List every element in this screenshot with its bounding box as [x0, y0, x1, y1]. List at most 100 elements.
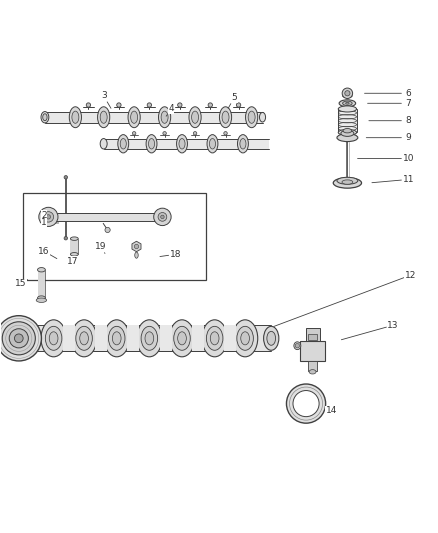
Circle shape: [64, 237, 67, 240]
Circle shape: [9, 329, 28, 348]
Ellipse shape: [161, 111, 168, 123]
Ellipse shape: [177, 135, 187, 153]
Ellipse shape: [222, 111, 229, 123]
Ellipse shape: [113, 332, 121, 345]
Circle shape: [0, 316, 42, 361]
Ellipse shape: [333, 177, 361, 188]
Bar: [127, 325, 139, 351]
Text: 15: 15: [15, 279, 26, 288]
Ellipse shape: [259, 112, 265, 122]
Ellipse shape: [219, 107, 232, 128]
Bar: [50, 213, 160, 221]
Ellipse shape: [49, 332, 58, 345]
Ellipse shape: [38, 268, 46, 272]
Ellipse shape: [174, 326, 190, 350]
Text: 18: 18: [170, 250, 181, 259]
Ellipse shape: [179, 139, 185, 149]
Bar: [338, 109, 357, 133]
Polygon shape: [132, 241, 141, 252]
Ellipse shape: [202, 320, 227, 357]
Ellipse shape: [137, 320, 162, 357]
Ellipse shape: [343, 101, 352, 106]
Text: 10: 10: [403, 154, 414, 163]
Ellipse shape: [86, 103, 91, 107]
Text: 1: 1: [41, 219, 47, 228]
Bar: [192, 325, 204, 351]
Ellipse shape: [207, 135, 218, 153]
Ellipse shape: [339, 100, 356, 107]
Text: 3: 3: [101, 91, 106, 100]
Ellipse shape: [43, 114, 47, 120]
Bar: [63, 325, 75, 351]
Ellipse shape: [210, 332, 219, 345]
Circle shape: [158, 213, 167, 221]
Circle shape: [295, 344, 300, 348]
Ellipse shape: [98, 107, 110, 128]
Text: 8: 8: [406, 116, 411, 125]
Text: 12: 12: [405, 271, 416, 280]
Circle shape: [2, 322, 35, 355]
Ellipse shape: [71, 237, 78, 240]
Circle shape: [46, 215, 50, 219]
Ellipse shape: [189, 107, 201, 128]
Circle shape: [64, 175, 67, 179]
Ellipse shape: [159, 107, 171, 128]
Ellipse shape: [346, 102, 349, 104]
Text: 11: 11: [403, 175, 414, 184]
Ellipse shape: [104, 320, 129, 357]
Bar: [308, 334, 317, 341]
Bar: [95, 325, 107, 351]
Ellipse shape: [100, 139, 107, 149]
Bar: [38, 270, 46, 298]
Ellipse shape: [120, 139, 126, 149]
Ellipse shape: [341, 130, 354, 136]
Bar: [36, 325, 271, 351]
Text: 16: 16: [38, 247, 50, 256]
Ellipse shape: [76, 326, 92, 350]
Bar: [306, 328, 320, 341]
Ellipse shape: [146, 135, 157, 153]
Ellipse shape: [237, 326, 253, 350]
Ellipse shape: [141, 326, 158, 350]
Ellipse shape: [337, 134, 358, 142]
Bar: [45, 111, 262, 123]
Ellipse shape: [148, 139, 155, 149]
Circle shape: [39, 207, 58, 227]
Ellipse shape: [135, 252, 138, 258]
Bar: [308, 360, 317, 371]
Ellipse shape: [178, 332, 186, 345]
Ellipse shape: [191, 111, 198, 123]
Ellipse shape: [338, 106, 357, 112]
Circle shape: [105, 228, 110, 232]
Ellipse shape: [343, 94, 352, 98]
Ellipse shape: [71, 253, 78, 256]
Ellipse shape: [337, 177, 358, 184]
Text: 5: 5: [231, 93, 237, 102]
Ellipse shape: [224, 132, 227, 135]
Ellipse shape: [241, 332, 250, 345]
Circle shape: [134, 244, 139, 249]
Circle shape: [14, 334, 23, 343]
Text: 19: 19: [95, 243, 106, 252]
Ellipse shape: [118, 135, 129, 153]
Ellipse shape: [267, 332, 276, 345]
Ellipse shape: [209, 139, 215, 149]
Ellipse shape: [206, 326, 223, 350]
Text: 2: 2: [41, 211, 47, 220]
Ellipse shape: [343, 128, 352, 133]
Ellipse shape: [131, 111, 138, 123]
Ellipse shape: [132, 132, 136, 135]
Ellipse shape: [163, 132, 166, 135]
Ellipse shape: [309, 370, 316, 374]
Ellipse shape: [80, 332, 88, 345]
Circle shape: [154, 208, 171, 225]
Ellipse shape: [41, 111, 49, 123]
Ellipse shape: [264, 326, 279, 350]
Ellipse shape: [71, 320, 97, 357]
Ellipse shape: [233, 320, 258, 357]
Bar: [160, 325, 172, 351]
Ellipse shape: [117, 103, 121, 107]
Ellipse shape: [36, 298, 47, 302]
Text: 7: 7: [406, 99, 411, 108]
Text: 6: 6: [406, 89, 411, 98]
